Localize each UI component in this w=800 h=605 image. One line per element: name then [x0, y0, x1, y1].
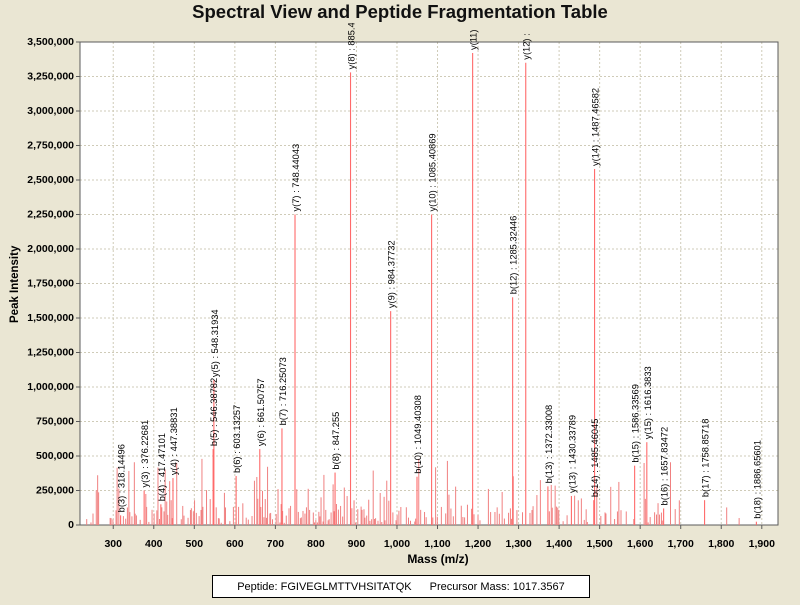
svg-text:3,500,000: 3,500,000: [27, 36, 74, 48]
svg-text:3,000,000: 3,000,000: [27, 105, 74, 117]
svg-text:1,000: 1,000: [384, 538, 410, 550]
svg-text:1,700: 1,700: [668, 538, 694, 550]
svg-text:1,400: 1,400: [546, 538, 572, 550]
svg-text:y(3) : 376.22681: y(3) : 376.22681: [140, 420, 150, 488]
svg-text:300: 300: [104, 538, 122, 550]
svg-text:250,000: 250,000: [36, 485, 74, 497]
svg-text:400: 400: [145, 538, 163, 550]
svg-text:b(15) : 1586.33569: b(15) : 1586.33569: [631, 384, 641, 463]
svg-text:y(4) : 447.38831: y(4) : 447.38831: [169, 407, 179, 475]
svg-text:1,000,000: 1,000,000: [27, 381, 74, 393]
svg-text:1,600: 1,600: [627, 538, 653, 550]
svg-text:b(4) : 417.47101: b(4) : 417.47101: [157, 433, 167, 501]
svg-text:500: 500: [186, 538, 204, 550]
svg-text:y(9) : 984.37732: y(9) : 984.37732: [387, 240, 397, 308]
svg-text:b(14) : 1485.46045: b(14) : 1485.46045: [590, 419, 600, 498]
svg-text:b(5) : 546.38782: b(5) : 546.38782: [209, 378, 219, 446]
svg-text:b(17) : 1758.85718: b(17) : 1758.85718: [701, 419, 711, 498]
svg-text:1,750,000: 1,750,000: [27, 278, 74, 290]
svg-text:750,000: 750,000: [36, 416, 74, 428]
svg-text:1,800: 1,800: [708, 538, 734, 550]
svg-text:2,250,000: 2,250,000: [27, 209, 74, 221]
svg-text:y(5) : 548.31934: y(5) : 548.31934: [210, 309, 220, 377]
svg-text:y(15) : 1616.3833: y(15) : 1616.3833: [643, 366, 653, 439]
svg-text:y(7) : 748.44043: y(7) : 748.44043: [291, 144, 301, 212]
svg-text:y(8) : 885.41: y(8) : 885.41: [347, 17, 357, 69]
svg-text:1,500: 1,500: [587, 538, 613, 550]
svg-text:b(10) : 1049.40308: b(10) : 1049.40308: [413, 395, 423, 474]
svg-text:600: 600: [226, 538, 244, 550]
svg-text:1,100: 1,100: [424, 538, 450, 550]
svg-text:2,000,000: 2,000,000: [27, 243, 74, 255]
svg-text:2,500,000: 2,500,000: [27, 174, 74, 186]
svg-text:y(11): y(11): [469, 30, 479, 51]
svg-text:y(10) : 1085.40869: y(10) : 1085.40869: [428, 133, 438, 211]
svg-text:b(18) : 1886.65601: b(18) : 1886.65601: [752, 440, 762, 519]
svg-text:3,250,000: 3,250,000: [27, 71, 74, 83]
svg-text:y(12) :: y(12) :: [522, 33, 532, 59]
svg-text:700: 700: [267, 538, 285, 550]
svg-text:y(6) : 661.50757: y(6) : 661.50757: [256, 378, 266, 446]
svg-text:b(8) : 847.255: b(8) : 847.255: [331, 412, 341, 470]
svg-text:1,500,000: 1,500,000: [27, 312, 74, 324]
svg-text:500,000: 500,000: [36, 450, 74, 462]
svg-text:b(6) : 603.13257: b(6) : 603.13257: [232, 405, 242, 473]
svg-text:0: 0: [68, 519, 74, 531]
svg-text:b(16) : 1657.83472: b(16) : 1657.83472: [660, 427, 670, 506]
svg-text:800: 800: [307, 538, 325, 550]
svg-text:2,750,000: 2,750,000: [27, 140, 74, 152]
svg-text:y(14) : 1487.46582: y(14) : 1487.46582: [591, 88, 601, 166]
svg-text:1,200: 1,200: [465, 538, 491, 550]
svg-text:1,300: 1,300: [505, 538, 531, 550]
svg-text:y(13) : 1430.33789: y(13) : 1430.33789: [567, 415, 577, 493]
svg-text:b(7) : 716.25073: b(7) : 716.25073: [278, 357, 288, 425]
svg-text:1,900: 1,900: [749, 538, 775, 550]
svg-text:1,250,000: 1,250,000: [27, 347, 74, 359]
svg-text:b(3) : 318.14496: b(3) : 318.14496: [117, 444, 127, 512]
svg-text:900: 900: [348, 538, 366, 550]
svg-text:b(12) : 1285.32446: b(12) : 1285.32446: [509, 216, 519, 295]
svg-text:b(13) : 1372.33008: b(13) : 1372.33008: [544, 405, 554, 484]
